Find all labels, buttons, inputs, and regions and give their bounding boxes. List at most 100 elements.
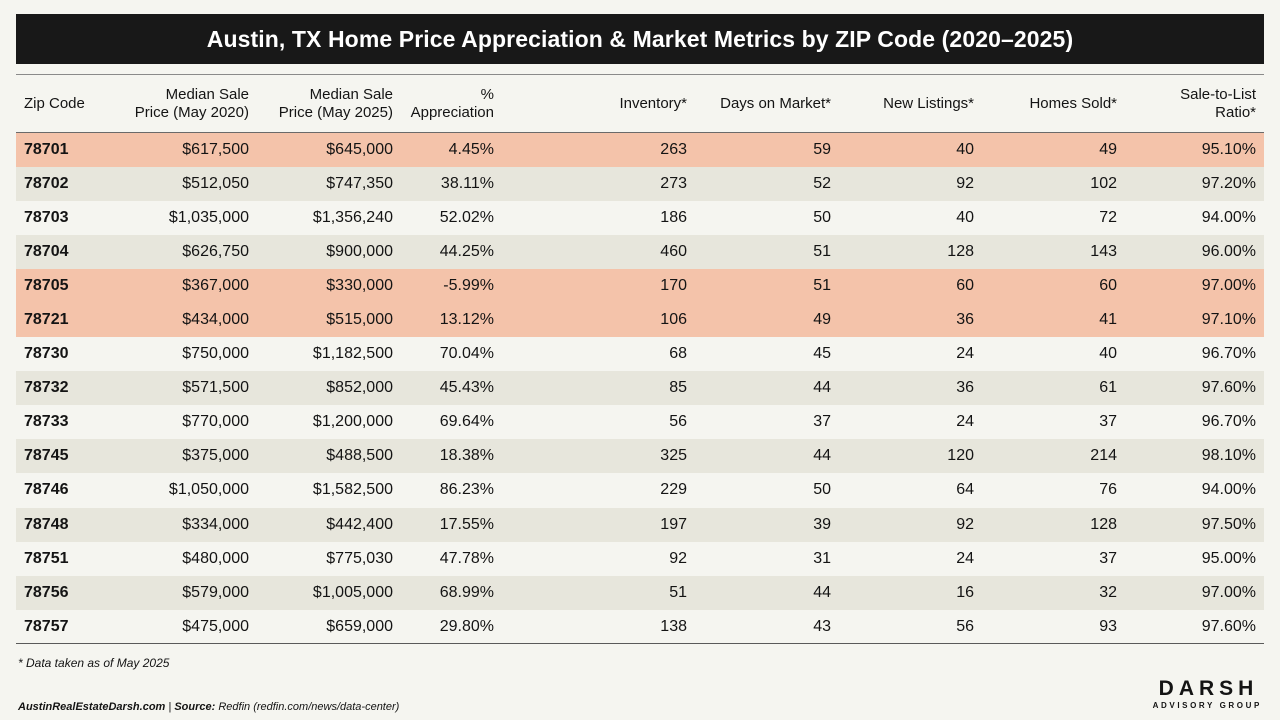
cell-new-listings: 128 [839, 234, 982, 269]
cell-homes-sold: 40 [982, 337, 1125, 372]
cell-median-price-2025: $1,182,500 [257, 337, 401, 372]
cell-sale-to-list-ratio: 97.10% [1125, 302, 1264, 338]
table-body: 78701 $617,500 $645,000 4.45% 263 59 40 49 95.10… [16, 132, 1264, 644]
data-note: * Data taken as of May 2025 [18, 656, 170, 670]
cell-median-price-2020: $334,000 [108, 507, 257, 542]
cell-inventory: 325 [552, 439, 695, 474]
cell-median-price-2020: $1,035,000 [108, 200, 257, 235]
cell-zip-code: 78730 [16, 337, 108, 372]
cell-inventory: 85 [552, 371, 695, 406]
cell-inventory: 229 [552, 473, 695, 508]
cell-median-price-2020: $617,500 [108, 132, 257, 167]
cell-inventory: 273 [552, 166, 695, 201]
cell-homes-sold: 60 [982, 268, 1125, 303]
cell-sale-to-list-ratio: 97.60% [1125, 609, 1264, 644]
cell-inventory: 56 [552, 405, 695, 440]
cell-median-price-2025: $1,200,000 [257, 405, 401, 440]
cell-median-price-2025: $775,030 [257, 541, 401, 576]
cell-zip-code: 78746 [16, 473, 108, 508]
cell-homes-sold: 93 [982, 609, 1125, 644]
header-zip-code: Zip Code [24, 94, 85, 112]
header-appreciation: % Appreciation [410, 85, 494, 121]
cell-appreciation: 52.02% [401, 200, 552, 235]
cell-inventory: 92 [552, 541, 695, 576]
cell-sale-to-list-ratio: 97.00% [1125, 575, 1264, 610]
header-median-price-2020: Median Sale Price (May 2020) [134, 85, 249, 121]
table-row: 78703 $1,035,000 $1,356,240 52.02% 186 50 40 72… [16, 200, 1264, 235]
table-row: 78733 $770,000 $1,200,000 69.64% 56 37 24 37 96.… [16, 405, 1264, 440]
cell-sale-to-list-ratio: 97.20% [1125, 166, 1264, 201]
cell-homes-sold: 214 [982, 439, 1125, 474]
cell-homes-sold: 76 [982, 473, 1125, 508]
cell-new-listings: 64 [839, 473, 982, 508]
cell-inventory: 68 [552, 337, 695, 372]
cell-median-price-2025: $488,500 [257, 439, 401, 474]
data-table-container: Zip Code Median Sale Price (May 2020) Med… [16, 74, 1264, 644]
cell-zip-code: 78704 [16, 234, 108, 269]
cell-homes-sold: 72 [982, 200, 1125, 235]
header-median-price-2025: Median Sale Price (May 2025) [278, 85, 393, 121]
cell-days-on-market: 39 [695, 507, 839, 542]
cell-median-price-2025: $1,582,500 [257, 473, 401, 508]
cell-new-listings: 56 [839, 609, 982, 644]
cell-sale-to-list-ratio: 95.00% [1125, 541, 1264, 576]
cell-new-listings: 120 [839, 439, 982, 474]
cell-homes-sold: 37 [982, 541, 1125, 576]
source-footer: AustinRealEstateDarsh.com | Source: Redf… [18, 701, 399, 713]
cell-inventory: 138 [552, 609, 695, 644]
header-sale-to-list-ratio: Sale-to-List Ratio* [1180, 85, 1256, 121]
cell-median-price-2025: $515,000 [257, 302, 401, 338]
cell-median-price-2020: $475,000 [108, 609, 257, 644]
table-row: 78748 $334,000 $442,400 17.55% 197 39 92 128 97.… [16, 507, 1264, 542]
cell-days-on-market: 50 [695, 473, 839, 508]
cell-homes-sold: 37 [982, 405, 1125, 440]
cell-median-price-2020: $1,050,000 [108, 473, 257, 508]
cell-new-listings: 36 [839, 371, 982, 406]
cell-new-listings: 24 [839, 541, 982, 576]
cell-sale-to-list-ratio: 97.50% [1125, 507, 1264, 542]
cell-new-listings: 24 [839, 337, 982, 372]
table-row: 78704 $626,750 $900,000 44.25% 460 51 128 143 96… [16, 234, 1264, 269]
table-row: 78732 $571,500 $852,000 45.43% 85 44 36 61 97.60… [16, 371, 1264, 406]
cell-median-price-2020: $434,000 [108, 302, 257, 338]
cell-new-listings: 16 [839, 575, 982, 610]
cell-appreciation: 44.25% [401, 234, 552, 269]
table-row: 78756 $579,000 $1,005,000 68.99% 51 44 16 32 97.… [16, 575, 1264, 610]
cell-new-listings: 40 [839, 132, 982, 167]
cell-sale-to-list-ratio: 97.00% [1125, 268, 1264, 303]
cell-inventory: 460 [552, 234, 695, 269]
cell-zip-code: 78757 [16, 609, 108, 644]
cell-sale-to-list-ratio: 96.70% [1125, 405, 1264, 440]
cell-zip-code: 78703 [16, 200, 108, 235]
cell-median-price-2025: $852,000 [257, 371, 401, 406]
table-row: 78701 $617,500 $645,000 4.45% 263 59 40 49 95.10… [16, 132, 1264, 167]
cell-sale-to-list-ratio: 95.10% [1125, 132, 1264, 167]
cell-appreciation: 70.04% [401, 337, 552, 372]
cell-days-on-market: 59 [695, 132, 839, 167]
cell-sale-to-list-ratio: 96.00% [1125, 234, 1264, 269]
cell-inventory: 186 [552, 200, 695, 235]
cell-sale-to-list-ratio: 94.00% [1125, 200, 1264, 235]
cell-days-on-market: 43 [695, 609, 839, 644]
logo-sub-text: ADVISORY GROUP [1152, 701, 1262, 710]
cell-median-price-2025: $659,000 [257, 609, 401, 644]
cell-median-price-2020: $770,000 [108, 405, 257, 440]
header-days-on-market: Days on Market* [720, 94, 831, 112]
table-row: 78746 $1,050,000 $1,582,500 86.23% 229 50 64 76… [16, 473, 1264, 508]
cell-zip-code: 78756 [16, 575, 108, 610]
cell-homes-sold: 32 [982, 575, 1125, 610]
cell-zip-code: 78733 [16, 405, 108, 440]
cell-sale-to-list-ratio: 94.00% [1125, 473, 1264, 508]
page-title: Austin, TX Home Price Appreciation & Mar… [16, 14, 1264, 64]
cell-zip-code: 78702 [16, 166, 108, 201]
cell-days-on-market: 44 [695, 439, 839, 474]
cell-homes-sold: 49 [982, 132, 1125, 167]
header-homes-sold: Homes Sold* [1029, 94, 1117, 112]
cell-median-price-2020: $367,000 [108, 268, 257, 303]
cell-new-listings: 92 [839, 507, 982, 542]
cell-median-price-2025: $1,356,240 [257, 200, 401, 235]
cell-inventory: 170 [552, 268, 695, 303]
cell-appreciation: -5.99% [401, 268, 552, 303]
cell-sale-to-list-ratio: 96.70% [1125, 337, 1264, 372]
cell-zip-code: 78705 [16, 268, 108, 303]
